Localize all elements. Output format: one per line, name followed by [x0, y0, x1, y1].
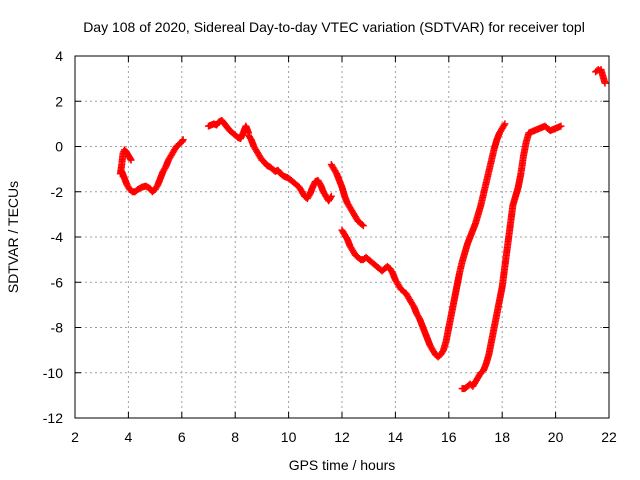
- y-tick-label: -12: [43, 410, 63, 426]
- x-tick-label: 12: [334, 429, 350, 445]
- y-tick-label: -4: [51, 229, 64, 245]
- chart-title: Day 108 of 2020, Sidereal Day-to-day VTE…: [83, 19, 585, 35]
- x-tick-labels: 2 4 6 8 10 12 14 16 18 20 22: [71, 429, 617, 445]
- x-tick-label: 4: [125, 429, 133, 445]
- series-seg6: [338, 226, 453, 361]
- y-tick-label: 0: [55, 139, 63, 155]
- x-tick-label: 14: [388, 429, 404, 445]
- y-tick-label: -10: [43, 365, 63, 381]
- data-point: [359, 222, 367, 230]
- data-point: [557, 122, 565, 130]
- data-point: [179, 136, 187, 144]
- series-seg7: [445, 120, 509, 331]
- data-point-fill: [358, 221, 366, 229]
- grid: [75, 56, 609, 418]
- axis-ticks: [74, 55, 610, 419]
- data-points: [116, 66, 609, 393]
- series-seg1: [116, 146, 135, 178]
- data-point: [327, 192, 335, 200]
- series-seg2: [118, 136, 187, 196]
- y-tick-label: 4: [55, 48, 63, 64]
- series-seg5: [327, 161, 367, 230]
- x-tick-label: 6: [178, 429, 186, 445]
- x-axis-label: GPS time / hours: [289, 457, 396, 473]
- series-seg9: [592, 66, 609, 87]
- y-tick-label: -8: [51, 320, 64, 336]
- x-tick-label: 22: [601, 429, 617, 445]
- y-tick-labels: 4 2 0 -2 -4 -6 -8 -10 -12: [43, 48, 63, 426]
- y-tick-label: 2: [55, 93, 63, 109]
- y-tick-label: -2: [51, 184, 64, 200]
- x-tick-label: 16: [441, 429, 457, 445]
- data-point: [501, 120, 509, 128]
- x-tick-label: 10: [281, 429, 297, 445]
- data-point: [127, 156, 135, 164]
- x-tick-label: 20: [548, 429, 564, 445]
- y-tick-label: -6: [51, 274, 64, 290]
- x-tick-label: 2: [71, 429, 79, 445]
- series-seg3: [205, 116, 253, 143]
- series-seg8: [458, 122, 565, 393]
- data-point-fill: [500, 121, 508, 129]
- data-point-fill: [326, 194, 334, 202]
- x-tick-label: 18: [494, 429, 510, 445]
- y-axis-label: SDTVAR / TECUs: [5, 181, 21, 293]
- x-tick-label: 8: [231, 429, 239, 445]
- series-seg4: [245, 131, 335, 205]
- data-point: [601, 79, 609, 87]
